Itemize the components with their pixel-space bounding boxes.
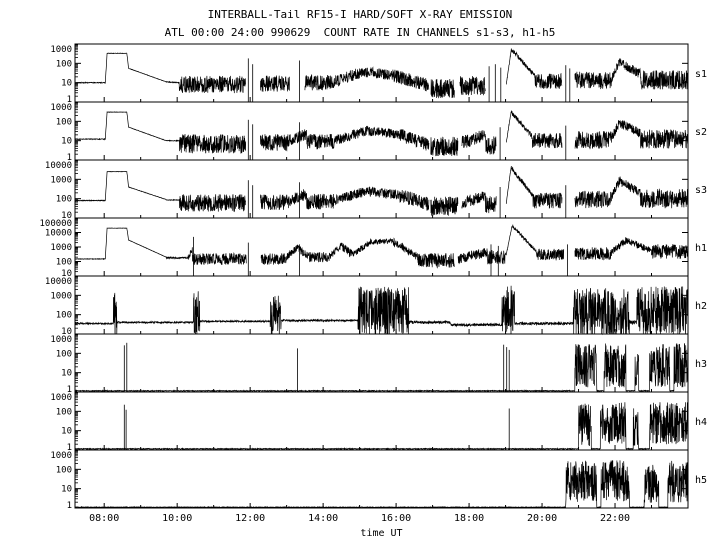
y-tick-label: 100	[56, 59, 72, 69]
y-tick-label: 10	[61, 137, 72, 147]
series-s1	[505, 48, 563, 89]
y-tick-label: 10	[61, 327, 72, 337]
panel-label-s1: s1	[695, 69, 707, 80]
y-tick-label: 1000	[50, 393, 72, 403]
y-tick-label: 100	[56, 465, 72, 475]
panel-label-s3: s3	[695, 185, 707, 196]
x-tick-label: 22:00	[600, 513, 630, 524]
y-tick-label: 1	[67, 385, 72, 395]
series-h2	[74, 285, 689, 336]
y-tick-label: 10000	[45, 277, 72, 287]
y-tick-label: 100000	[39, 219, 72, 229]
x-tick-label: 08:00	[89, 513, 119, 524]
y-tick-label: 1	[67, 153, 72, 163]
y-tick-label: 10	[61, 369, 72, 379]
x-axis-title: time UT	[360, 528, 402, 539]
y-tick-label: 10000	[45, 161, 72, 171]
series-s3	[430, 196, 459, 216]
series-h4	[74, 402, 689, 451]
panel-h4-frame	[74, 391, 689, 451]
y-tick-label: 10	[61, 427, 72, 437]
y-tick-label: 100	[56, 195, 72, 205]
y-tick-label: 1000	[50, 451, 72, 461]
y-tick-label: 100	[56, 311, 72, 321]
x-tick-label: 20:00	[527, 513, 557, 524]
series-s3	[574, 176, 689, 209]
y-tick-label: 100	[56, 349, 72, 359]
y-tick-label: 1	[67, 95, 72, 105]
panel-label-h4: h4	[695, 417, 707, 428]
series-s2	[260, 125, 430, 152]
y-tick-label: 1000	[50, 243, 72, 253]
x-tick-label: 18:00	[454, 513, 484, 524]
series-h1	[74, 227, 247, 265]
chart-subtitle: ATL 00:00 24:00 990629 COUNT RATE IN CHA…	[164, 26, 556, 39]
series-s1	[304, 66, 430, 92]
series-s2	[506, 110, 563, 149]
series-h1	[457, 224, 565, 265]
y-tick-label: 10	[61, 79, 72, 89]
x-tick-label: 10:00	[162, 513, 192, 524]
series-s1	[74, 52, 247, 94]
panel-label-h1: h1	[695, 243, 707, 254]
panel-label-s2: s2	[695, 127, 707, 138]
y-tick-label: 100	[56, 258, 72, 268]
y-tick-label: 100	[56, 407, 72, 417]
series-s1	[574, 58, 689, 90]
panel-label-h2: h2	[695, 301, 707, 312]
x-tick-label: 12:00	[235, 513, 265, 524]
x-tick-label: 14:00	[308, 513, 338, 524]
y-tick-label: 1	[67, 501, 72, 511]
panel-h1-frame	[74, 217, 689, 277]
series-h1	[260, 237, 455, 269]
series-s3	[505, 165, 563, 209]
series-s3	[260, 186, 430, 211]
y-tick-label: 1	[67, 443, 72, 453]
y-tick-label: 10	[61, 485, 72, 495]
panel-label-h3: h3	[695, 359, 707, 370]
series-s1	[459, 75, 486, 96]
series-h1	[574, 237, 689, 261]
series-s2	[74, 111, 247, 154]
series-h3	[74, 343, 689, 393]
y-tick-label: 1000	[50, 335, 72, 345]
series-s3	[74, 170, 247, 213]
series-s1	[260, 75, 290, 92]
y-tick-label: 10	[61, 269, 72, 279]
series-s2	[461, 130, 497, 155]
y-tick-label: 10	[61, 211, 72, 221]
y-tick-label: 1000	[50, 291, 72, 301]
series-s3	[461, 191, 497, 214]
series-s2	[430, 136, 459, 157]
series-s1	[430, 78, 455, 99]
y-tick-label: 10000	[45, 229, 72, 239]
y-tick-label: 1000	[50, 175, 72, 185]
chart-title: INTERBALL-Tail RF15-I HARD/SOFT X-RAY EM…	[207, 8, 513, 21]
series-s2	[574, 120, 689, 150]
y-tick-label: 1000	[50, 45, 72, 55]
x-tick-label: 16:00	[381, 513, 411, 524]
series-h5	[74, 460, 689, 509]
panel-label-h5: h5	[695, 475, 707, 486]
y-tick-label: 100	[56, 117, 72, 127]
y-tick-label: 1000	[50, 103, 72, 113]
